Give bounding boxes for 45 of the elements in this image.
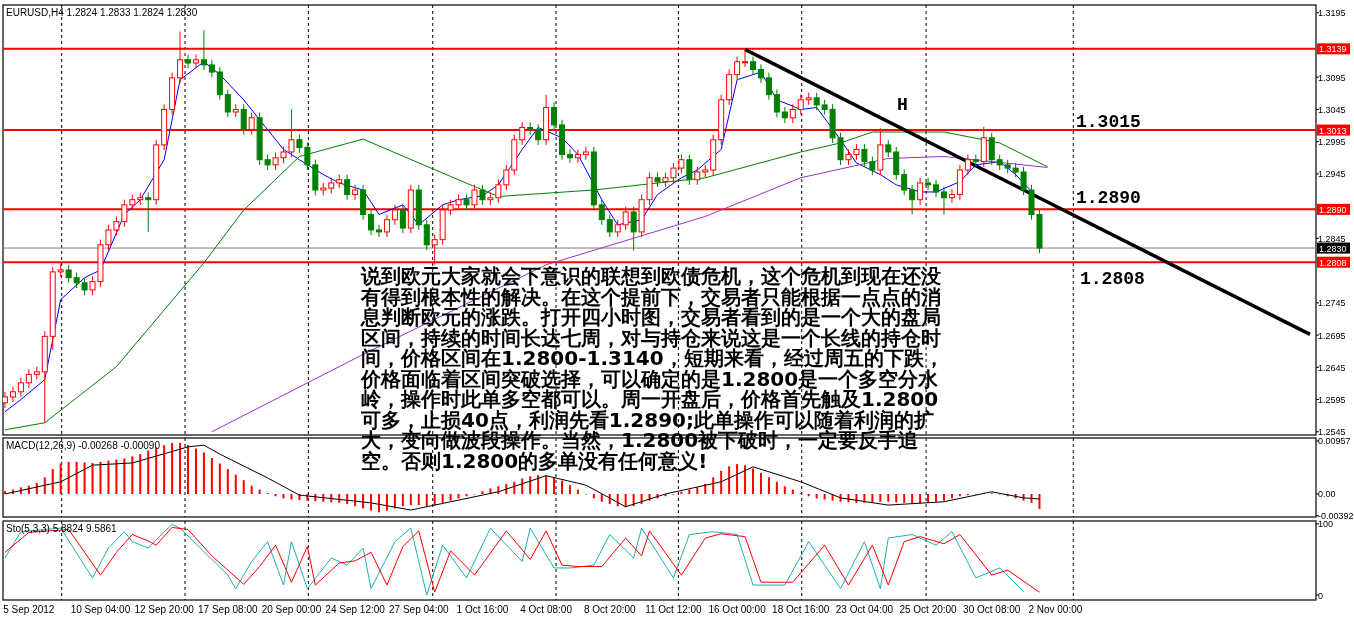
y-tick-label: 1.2995 <box>1318 137 1346 148</box>
y-tick-label: 100 <box>1318 519 1334 530</box>
chart-title: EURUSD,H4 1.2824 1.2833 1.2824 1.2830 <box>6 7 198 18</box>
y-tick-label: 1.2695 <box>1318 330 1346 341</box>
y-tick-label: 1.2745 <box>1318 298 1346 309</box>
x-tick-label: 16 Oct 00:00 <box>708 604 767 615</box>
ref-line-label: 1.3013 <box>1319 125 1347 136</box>
y-tick-label: 0.00957 <box>1318 436 1351 447</box>
x-tick-label: 30 Oct 08:00 <box>963 604 1021 615</box>
annotation: H <box>897 94 908 115</box>
y-tick-label: 1.3095 <box>1318 72 1346 83</box>
x-tick-label: 2 Nov 00:00 <box>1028 604 1083 615</box>
y-tick-label: 0 <box>1318 590 1324 601</box>
x-tick-label: 23 Oct 04:00 <box>835 604 894 615</box>
y-tick-label: 1.2545 <box>1318 427 1346 438</box>
y-tick-label: -0.00392 <box>1318 511 1354 522</box>
x-tick-label: 20 Sep 00:00 <box>261 604 322 615</box>
annotation: 1.2890 <box>1076 187 1141 208</box>
ref-line-label: 1.2890 <box>1319 204 1347 215</box>
x-tick-label: 17 Sep 08:00 <box>198 604 258 615</box>
ref-line-label: 1.3139 <box>1319 44 1347 55</box>
y-tick-label: 1.2645 <box>1318 362 1346 373</box>
annotation: 1.3015 <box>1076 111 1141 132</box>
x-tick-label: 8 Oct 20:00 <box>583 604 637 615</box>
x-tick-label: 25 Oct 20:00 <box>899 604 958 615</box>
chart-title: MACD(12,26,9) -0.00268 -0.00090 <box>6 440 161 451</box>
x-tick-label: 24 Sep 12:00 <box>325 604 386 615</box>
x-tick-label: 12 Sep 20:00 <box>134 604 195 615</box>
x-tick-label: 27 Sep 04:00 <box>389 604 449 615</box>
x-tick-label: 18 Oct 16:00 <box>772 604 830 615</box>
y-tick-label: 1.2595 <box>1318 395 1346 406</box>
x-tick-label: 11 Oct 12:00 <box>645 604 703 615</box>
x-tick-label: 1 Oct 16:00 <box>456 604 509 615</box>
y-tick-label: 0.00 <box>1318 489 1336 500</box>
ref-line-label: 1.2830 <box>1319 243 1347 254</box>
y-tick-label: 1.3195 <box>1318 8 1346 19</box>
x-tick-label: 10 Sep 04:00 <box>70 604 131 615</box>
y-tick-label: 1.2945 <box>1318 169 1346 180</box>
annotation: 1.2808 <box>1080 268 1145 289</box>
x-tick-label: 4 Oct 08:00 <box>520 604 573 615</box>
x-tick-label: 5 Sep 2012 <box>3 604 55 615</box>
y-tick-label: 1.2845 <box>1318 233 1346 244</box>
ref-line-label: 1.2808 <box>1319 257 1347 268</box>
chart-title: Sto(5,3,3) 5.8824 9.5861 <box>6 523 118 534</box>
y-tick-label: 1.3045 <box>1318 104 1346 115</box>
